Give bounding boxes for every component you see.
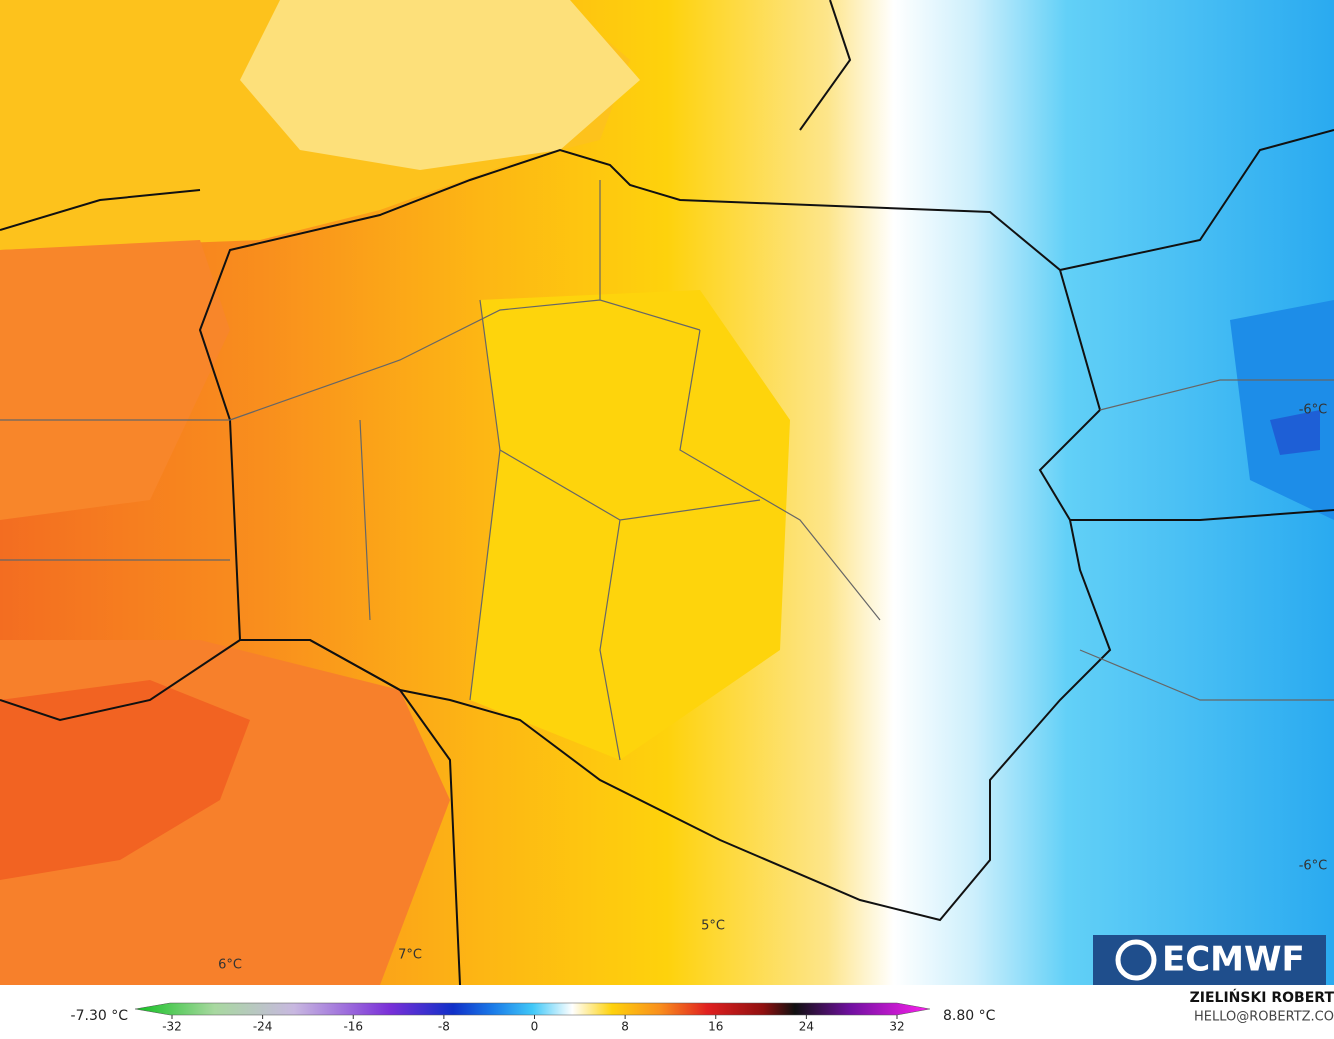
field-warm-core xyxy=(0,680,250,880)
colorbar-max: 8.80 °C xyxy=(943,1008,996,1024)
map-labels: -6°C -6°C 5°C 6°C 7°C xyxy=(218,403,1327,973)
map-label: -6°C xyxy=(1299,403,1328,418)
field-cold-core xyxy=(1270,410,1320,455)
logo: ECMWF xyxy=(1162,940,1305,980)
border-south xyxy=(0,639,461,986)
colorbar-tick-label: -16 xyxy=(343,1020,363,1034)
colorbar-tick-label: 32 xyxy=(889,1020,904,1034)
colorbar-tick-label: 8 xyxy=(621,1020,629,1034)
colorbar xyxy=(134,1002,931,1016)
map-label: 6°C xyxy=(218,958,242,973)
map-label: -6°C xyxy=(1299,859,1328,874)
field-north-light xyxy=(240,0,640,170)
colorbar-tick-label: 16 xyxy=(708,1020,723,1034)
colorbar-min: -7.30 °C xyxy=(71,1008,129,1024)
email: HELLO@ROBERTZ.CO xyxy=(1194,1010,1334,1025)
borders xyxy=(0,0,1334,986)
field-cold xyxy=(1230,300,1334,520)
colorbar-ticks: -32 -24 -16 -8 0 8 16 24 32 xyxy=(162,1015,905,1034)
field-west xyxy=(0,240,230,520)
colorbar-tick-label: -24 xyxy=(253,1020,273,1034)
regions xyxy=(0,180,1334,761)
logo-icon xyxy=(1115,939,1157,981)
map xyxy=(0,0,1334,986)
colorbar-tick-label: 24 xyxy=(799,1020,814,1034)
field-center xyxy=(470,290,790,760)
coastline xyxy=(0,0,852,231)
colorbar-tick-label: -8 xyxy=(438,1020,450,1034)
colorbar-tick-label: 0 xyxy=(531,1020,539,1034)
map-label: 7°C xyxy=(398,948,422,963)
border-east xyxy=(1059,129,1334,521)
colorbar-tick-label: -32 xyxy=(162,1020,182,1034)
map-label: 5°C xyxy=(701,919,725,934)
author: ZIELIŃSKI ROBERT xyxy=(1190,988,1334,1006)
